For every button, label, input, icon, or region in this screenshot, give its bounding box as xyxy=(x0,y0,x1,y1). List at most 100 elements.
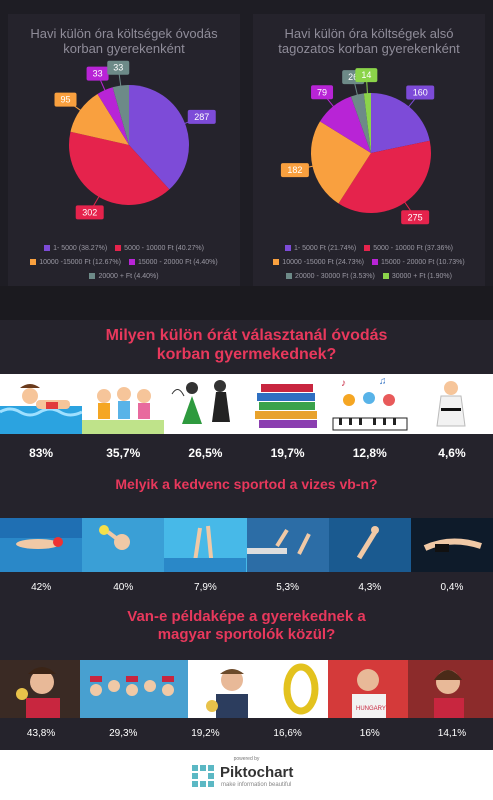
activity-percentages: 83% 35,7% 26,5% 19,7% 12,8% 4,6% xyxy=(0,446,493,460)
legend-label: 1- 5000 (38.27%) xyxy=(53,245,108,252)
legend-item: 1- 5000 Ft (21.74%) xyxy=(284,242,357,256)
percentage-value: 14,1% xyxy=(437,728,467,739)
percentage-value: 16,6% xyxy=(273,728,302,739)
pie-value-label: 79 xyxy=(317,87,327,97)
open-water-photo xyxy=(328,518,411,572)
pie-label-badge xyxy=(107,60,130,75)
pie-title: Havi külön óra költségek alsó tagozatos … xyxy=(278,26,460,56)
legend-label: 5000 - 10000 Ft (37.36%) xyxy=(373,245,454,252)
sport-percentages: 42% 40% 7,9% 5,3% 4,3% 0,4% xyxy=(0,582,493,593)
percentage-value: 42% xyxy=(31,582,52,593)
pie-slice xyxy=(311,121,371,204)
pie-slice xyxy=(338,140,431,213)
legend-item: 10000 -15000 Ft (24.73%) xyxy=(273,256,364,270)
activity-images: ♪ ♫ xyxy=(0,374,493,434)
percentage-value: 4,3% xyxy=(358,582,382,593)
legend-swatch xyxy=(44,245,51,251)
pie-label-badge xyxy=(401,210,430,225)
brand-tagline: make information beautiful xyxy=(221,782,292,788)
pie-panel-kindergarten: Havi külön óra költségek óvodás korban g… xyxy=(8,14,240,286)
percentage-value: 4,6% xyxy=(438,446,466,460)
kids-playing-image xyxy=(82,374,165,434)
pie-label-badge xyxy=(75,205,104,220)
milak-kristof-photo xyxy=(188,660,274,718)
legend-item: 10000 -15000 Ft (12.67%) xyxy=(30,256,121,270)
pie-value-label: 182 xyxy=(287,165,302,175)
svg-text:♫: ♫ xyxy=(379,376,387,387)
legend-label: 15000 - 20000 Ft (10.73%) xyxy=(381,259,465,266)
svg-text:HUNGARY: HUNGARY xyxy=(356,706,386,712)
percentage-value: 5,3% xyxy=(276,582,299,593)
legend-swatch xyxy=(30,259,37,265)
legend-swatch xyxy=(286,273,293,279)
legend-item: 5000 - 10000 Ft (40.27%) xyxy=(115,242,204,256)
powered-by-label: powered by xyxy=(233,756,260,762)
pie-label-badge xyxy=(355,68,378,83)
music-kids-image: ♪ ♫ xyxy=(329,374,411,434)
pie-label-badge xyxy=(311,85,334,100)
swimmer-image xyxy=(0,374,83,434)
swimming-photo xyxy=(0,518,83,572)
pie-slice xyxy=(129,85,190,190)
legend-swatch xyxy=(284,245,291,251)
pie-label-badge xyxy=(54,92,77,107)
legend-swatch xyxy=(89,273,96,279)
legend-label: 1- 5000 Ft (21.74%) xyxy=(293,245,357,252)
pie-legend: 1- 5000 Ft (21.74%) 5000 - 10000 Ft (37.3… xyxy=(259,242,479,284)
pie-slice xyxy=(371,93,430,153)
pie-value-label: 33 xyxy=(113,63,123,73)
books-image xyxy=(247,374,329,434)
waterpolo-photo xyxy=(82,518,165,572)
question-title: Melyik a kedvenc sportod a vizes vb-n? xyxy=(115,476,378,492)
athlete-images: HUNGARY xyxy=(0,660,493,718)
piktochart-logo-icon xyxy=(192,765,214,787)
pie-value-label: 160 xyxy=(413,87,428,97)
brand-name[interactable]: Piktochart xyxy=(220,764,294,781)
percentage-value: 12,8% xyxy=(352,446,387,460)
synchro-swimming-photo xyxy=(164,518,247,572)
legend-swatch xyxy=(128,259,135,265)
pie-value-label: 302 xyxy=(82,207,97,217)
pie-slice xyxy=(363,93,371,153)
waterpolo-team-photo xyxy=(80,660,188,718)
legend-item: 1- 5000 (38.27%) xyxy=(44,242,107,256)
dancers-image xyxy=(164,374,246,434)
pie-legend: 1- 5000 (38.27%) 5000 - 10000 Ft (40.27%)… xyxy=(14,242,234,284)
footer: powered by Piktochart make information b… xyxy=(0,750,493,800)
pie-label-badge xyxy=(187,109,216,124)
percentage-value: 26,5% xyxy=(188,446,223,460)
divider-band xyxy=(0,286,493,320)
percentage-value: 0,4% xyxy=(440,582,464,593)
pie-value-label: 275 xyxy=(408,212,423,222)
pie-value-label: 287 xyxy=(194,112,209,122)
karate-image xyxy=(411,374,493,434)
svg-text:♪: ♪ xyxy=(341,378,346,389)
question-title: Van-e példaképe a gyerekednek a magyar s… xyxy=(127,608,366,643)
percentage-value: 19,7% xyxy=(270,446,305,460)
pie-slice xyxy=(68,131,170,206)
section-activities: Milyen külön órát választanál óvodás kor… xyxy=(0,320,493,470)
pie-label-badge xyxy=(406,85,435,100)
cseh-laszlo-photo: HUNGARY xyxy=(328,660,408,718)
legend-label: 5000 - 10000 Ft (40.27%) xyxy=(124,245,204,252)
pie-title: Havi külön óra költségek óvodás korban g… xyxy=(30,26,218,56)
legend-label: 20000 + Ft (4.40%) xyxy=(98,273,159,280)
legend-item: 5000 - 10000 Ft (37.36%) xyxy=(364,242,453,256)
pie-chart-lowerschool: 160 275 182 79 26 14 xyxy=(280,68,435,225)
pie-slice xyxy=(320,96,371,153)
percentage-value: 7,9% xyxy=(194,582,217,593)
legend-label: 15000 - 20000 Ft (4.40%) xyxy=(137,259,218,266)
hosszu-katinka-photo xyxy=(0,660,80,718)
rolemodel-percentages: 43,8% 29,3% 19,2% 16,6% 16% 14,1% xyxy=(0,728,493,739)
pie-chart-kindergarten: 287 302 95 33 33 xyxy=(54,60,216,220)
legend-label: 20000 - 30000 Ft (3.53%) xyxy=(295,273,375,280)
pie-value-label: 95 xyxy=(61,95,71,105)
percentage-value: 43,8% xyxy=(26,728,56,739)
section-sports: Melyik a kedvenc sportod a vizes vb-n? 4… xyxy=(0,470,493,600)
pie-label-badge xyxy=(86,66,109,81)
pie-value-label: 33 xyxy=(93,69,103,79)
legend-swatch xyxy=(364,245,371,251)
section-rolemodels: Van-e példaképe a gyerekednek a magyar s… xyxy=(0,600,493,750)
number-zero-icon xyxy=(274,660,328,718)
pie-label-badge xyxy=(280,163,309,178)
